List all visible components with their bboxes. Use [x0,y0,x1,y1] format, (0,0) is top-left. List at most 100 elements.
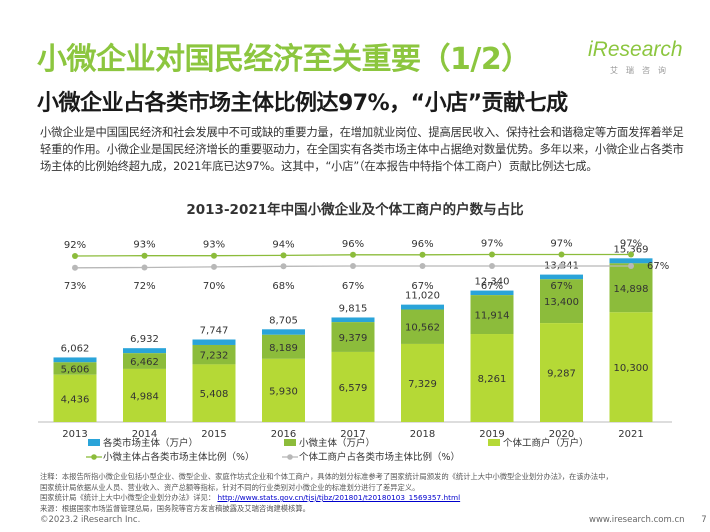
data-label-small-micro: 13,400 [544,297,579,308]
x-tick-label: 2020 [549,429,574,440]
pct-label-small-micro: 96% [411,239,433,250]
line-individual-share-point [350,263,356,269]
data-label-small-micro: 10,562 [405,323,440,334]
pct-label-small-micro: 94% [272,239,294,250]
chart-title: 2013-2021年中国小微企业及个体工商户的户数与占比 [186,201,523,218]
pct-label-individual: 67% [342,281,364,292]
line-small-micro-share-point [141,252,148,259]
data-label-total: 6,932 [130,334,159,345]
x-tick-label: 2016 [271,429,296,440]
logo-subtext: 艾瑞咨询 [610,66,674,75]
note-line-2: 国家统计局依据从业人员、营业收入、资产总额等指标，针对不同的行业类别对小微企业的… [40,482,420,492]
pct-label-small-micro: 97% [481,239,503,250]
data-label-small-micro: 8,189 [269,343,298,354]
bar-total [609,258,653,264]
legend-swatch-point [287,454,293,460]
bar-total [540,274,583,280]
data-label-small-micro: 11,914 [475,311,510,322]
x-tick-label: 2013 [62,429,87,440]
note-line-1: 注释：本报告所指小微企业包括小型企业、微型企业、家庭作坊式企业和个体工商户，具体… [40,472,613,481]
bar-individual [53,374,97,422]
bar-total [192,339,236,345]
bar-individual [401,343,444,422]
note-line-3-prefix: 国家统计局《统计上大中小微型企业划分办法》详见： [40,493,216,502]
bar-individual [192,364,236,422]
data-label-individual: 5,930 [269,386,298,397]
line-individual-share-point [628,263,634,269]
bar-small-micro [540,279,583,324]
data-label-total: 6,062 [61,343,90,354]
legend-label: 个体工商户占各类市场主体比例（%） [299,451,460,463]
bar-small-micro [401,309,444,344]
line-small-micro-share-point [489,251,495,258]
pct-label-individual: 67% [647,261,669,272]
bar-small-micro [53,362,97,375]
pct-label-individual: 72% [133,281,155,292]
data-label-individual: 5,408 [200,389,229,400]
legend-label: 各类市场主体（万户） [103,437,198,449]
pct-label-small-micro: 93% [133,240,155,251]
bar-individual [262,358,305,422]
x-tick-label: 2021 [618,429,643,440]
line-individual-share-point [489,263,495,269]
legend-swatch [88,439,100,446]
legend-label: 个体工商户（万户） [503,437,589,449]
bar-small-micro [123,353,166,369]
legend-swatch [284,439,296,446]
line-small-micro-share-point [419,251,426,258]
line-small-micro-share-point [211,252,217,259]
data-label-total: 12,340 [475,277,510,288]
bar-total [53,357,97,363]
bar-individual [609,312,653,422]
bar-total [470,290,514,296]
data-label-individual: 4,984 [130,391,159,402]
footer-url[interactable]: www.iresearch.com.cn [589,515,685,525]
pct-label-small-micro: 92% [64,240,86,251]
line-small-micro-share-point [280,252,287,259]
pct-label-individual: 70% [203,281,225,292]
x-tick-label: 2019 [479,429,504,440]
x-tick-label: 2014 [132,429,157,440]
line-small-micro-share-point [350,251,356,258]
pct-label-small-micro: 97% [620,239,642,250]
pct-label-small-micro: 96% [342,239,364,250]
source-link[interactable]: http://www.stats.gov.cn/tjsj/tjbz/201801… [217,493,461,502]
data-label-total: 8,705 [269,315,298,326]
line-individual-share-point [280,263,287,270]
line-individual-share-point [419,263,426,269]
line-individual-share-point [141,264,148,271]
x-tick-label: 2017 [340,429,365,440]
data-label-total: 7,747 [200,325,229,336]
pct-label-small-micro: 93% [203,240,225,251]
pct-label-small-micro: 97% [550,239,572,250]
bar-total [123,348,166,354]
page-number: 7 [701,515,707,525]
data-label-total: 9,815 [339,303,368,314]
legend-swatch-point [91,454,97,460]
data-label-individual: 9,287 [547,369,576,380]
bar-small-micro [331,322,375,352]
data-label-individual: 4,436 [61,394,90,405]
data-label-small-micro: 6,462 [130,357,159,368]
data-label-total: 11,020 [405,291,440,302]
bar-individual [540,323,583,422]
pct-label-individual: 68% [272,281,294,292]
bar-small-micro [470,295,514,335]
page-title: 小微企业对国民经济至关重要（1/2） [37,42,531,77]
x-tick-label: 2015 [201,429,226,440]
pct-label-individual: 73% [64,281,86,292]
line-small-micro-share-point [558,251,565,258]
bar-total [401,304,444,310]
line-individual-share-point [72,264,78,271]
x-tick-label: 2018 [410,429,435,440]
page-subtitle: 小微企业占各类市场主体比例达97%，“小店”贡献七成 [37,91,568,116]
note-line-4: 来源：根据国家市场监督管理总局，国务院等官方发言稿披露及艾瑞咨询建模核算。 [40,503,310,513]
data-label-small-micro: 5,606 [61,365,90,376]
data-label-total: 15,369 [614,244,649,255]
line-small-micro-share-point [72,253,78,259]
data-label-small-micro: 14,898 [614,284,649,295]
data-label-small-micro: 9,379 [339,333,368,344]
data-label-individual: 10,300 [614,363,649,374]
bar-individual [470,334,514,422]
